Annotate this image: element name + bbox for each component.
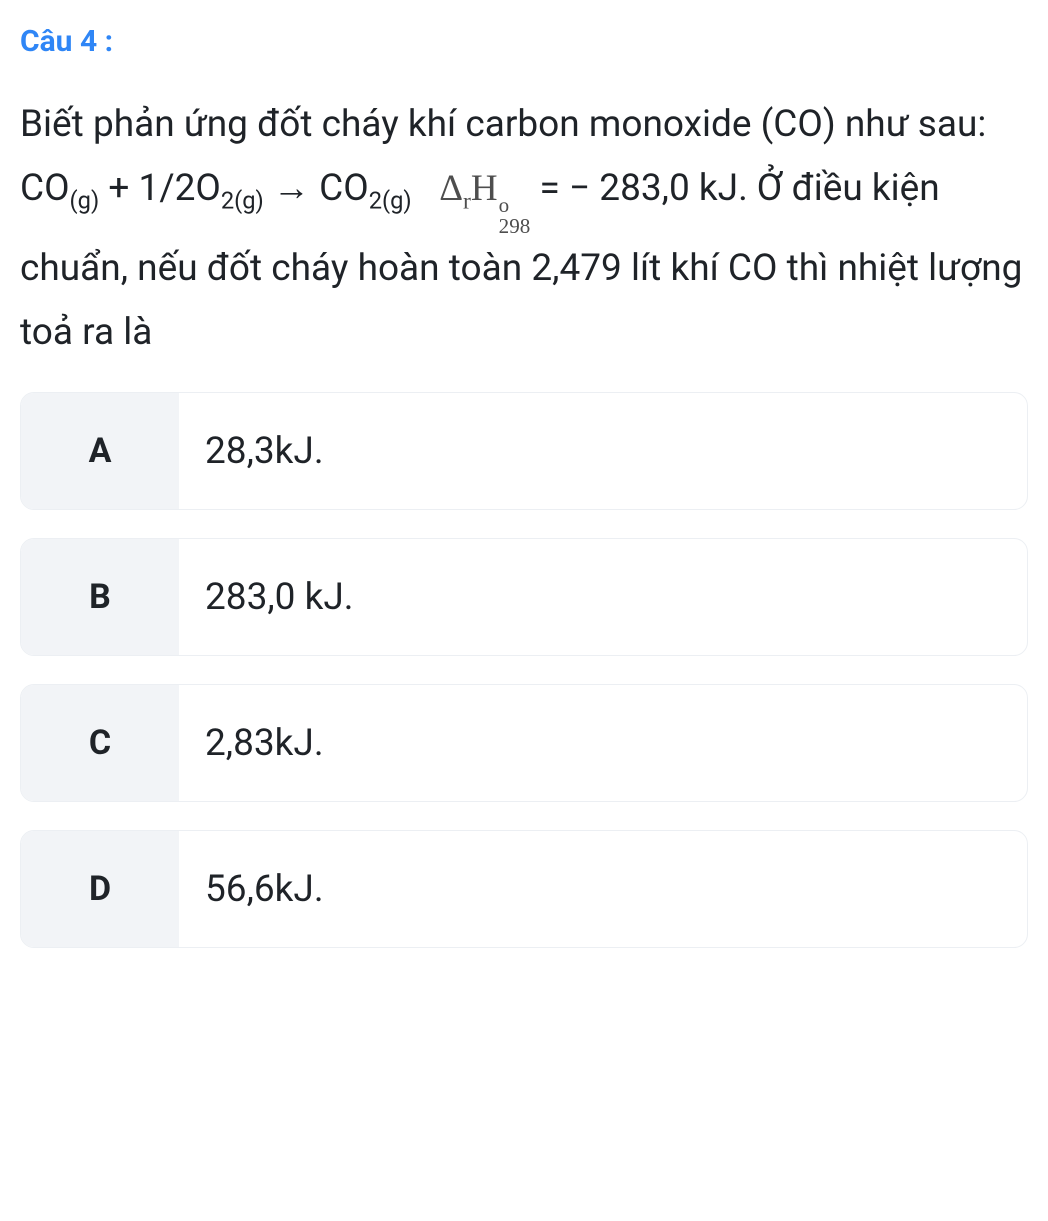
option-c[interactable]: C 2,83kJ. [20, 684, 1028, 802]
thermo-sub: 298 [499, 216, 531, 237]
eq-arrow: → CO [264, 167, 369, 210]
eq-o2-sub: 2(g) [221, 186, 264, 214]
option-letter: D [21, 831, 179, 947]
eq-plus: + 1/2O [99, 167, 221, 210]
option-text: 283,0 kJ. [179, 539, 1027, 655]
option-text: 28,3kJ. [179, 393, 1027, 509]
option-letter: B [21, 539, 179, 655]
thermo-delta: Δ [439, 168, 463, 209]
eq-co2-sub: 2(g) [369, 186, 412, 214]
option-letter: A [21, 393, 179, 509]
question-body: Biết phản ứng đốt cháy khí carbon monoxi… [20, 93, 1028, 364]
thermo-r: r [463, 188, 471, 214]
option-letter: C [21, 685, 179, 801]
delta-h-symbol: ΔrHo298 [439, 168, 530, 209]
thermo-H: H [471, 168, 498, 209]
option-a[interactable]: A 28,3kJ. [20, 392, 1028, 510]
option-d[interactable]: D 56,6kJ. [20, 830, 1028, 948]
thermo-sup: o [499, 195, 531, 216]
option-b[interactable]: B 283,0 kJ. [20, 538, 1028, 656]
eq-co: CO [20, 167, 70, 210]
options-list: A 28,3kJ. B 283,0 kJ. C 2,83kJ. D 56,6kJ… [20, 392, 1028, 948]
option-text: 56,6kJ. [179, 831, 1027, 947]
option-text: 2,83kJ. [179, 685, 1027, 801]
question-number: Câu 4 : [20, 24, 1028, 59]
eq-co-phase: (g) [70, 186, 100, 214]
reaction-equation: CO(g) + 1/2O2(g) → CO2(g) ΔrHo298 = − 28… [20, 167, 1022, 354]
question-intro: Biết phản ứng đốt cháy khí carbon monoxi… [20, 103, 986, 146]
